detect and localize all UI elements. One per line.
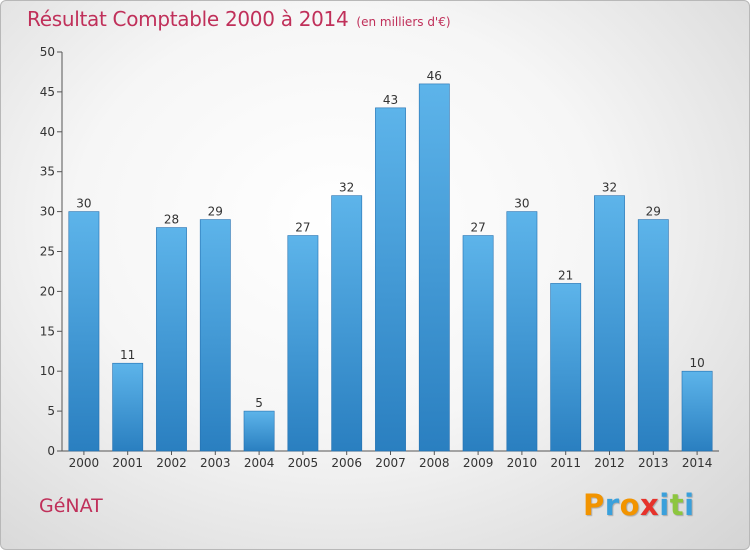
bar-2014[interactable] (681, 370, 713, 452)
bar-value-label: 46 (427, 69, 442, 83)
bar-value-label: 43 (383, 93, 398, 107)
x-tick-label: 2009 (463, 456, 494, 470)
y-tick-label: 25 (40, 245, 55, 259)
proxiti-logo[interactable]: Proxiti (583, 488, 695, 522)
bar-value-label: 27 (295, 221, 310, 235)
bar-2005[interactable] (287, 235, 319, 452)
logo-letter: r (604, 488, 620, 522)
bar-2006[interactable] (331, 195, 363, 452)
logo-letter: o (619, 488, 641, 522)
y-tick-label: 15 (40, 324, 55, 338)
x-tick-label: 2004 (244, 456, 275, 470)
y-tick-label: 20 (40, 284, 55, 298)
y-tick-label: 5 (47, 404, 55, 418)
bar-value-label: 32 (602, 181, 617, 195)
x-tick-label: 2007 (375, 456, 406, 470)
bar-value-label: 10 (689, 356, 704, 370)
x-tick-label: 2010 (507, 456, 538, 470)
bar-2004[interactable] (243, 410, 275, 452)
y-tick-label: 40 (40, 125, 55, 139)
x-tick-label: 2002 (156, 456, 187, 470)
x-tick-label: 2000 (69, 456, 100, 470)
chart-title: Résultat Comptable 2000 à 2014 (en millie… (27, 7, 451, 31)
bar-value-label: 21 (558, 268, 573, 282)
x-tick-label: 2012 (594, 456, 625, 470)
y-tick-label: 10 (40, 364, 55, 378)
bar-2009[interactable] (462, 235, 494, 452)
bar-2008[interactable] (418, 83, 450, 452)
x-tick-label: 2013 (638, 456, 669, 470)
bar-2010[interactable] (506, 211, 538, 452)
logo-letter: i (659, 488, 670, 522)
bars (68, 83, 713, 452)
y-tick-label: 45 (40, 85, 55, 99)
x-tick-label: 2003 (200, 456, 231, 470)
bar-2011[interactable] (550, 283, 582, 452)
bar-2003[interactable] (199, 219, 231, 452)
bar-2013[interactable] (637, 219, 669, 452)
y-tick-label: 30 (40, 205, 55, 219)
chart-title-text: Résultat Comptable 2000 à 2014 (27, 7, 349, 31)
bar-2001[interactable] (112, 362, 144, 452)
x-tick-label: 2005 (288, 456, 319, 470)
bar-2007[interactable] (375, 107, 406, 452)
bar-2000[interactable] (68, 211, 100, 452)
x-tick-label: 2011 (550, 456, 581, 470)
y-tick-label: 0 (47, 444, 55, 458)
logo-letter: P (583, 488, 605, 522)
location-label: GéNAT (39, 495, 103, 517)
x-tick-label: 2006 (331, 456, 362, 470)
x-tick-label: 2014 (682, 456, 713, 470)
x-tick-label: 2001 (112, 456, 143, 470)
logo-letter: i (684, 488, 695, 522)
axes: 0 5 10 15 20 25 30 35 40 45 50 2000 2001 2002 2003 2004… (40, 45, 719, 470)
logo-letter: x (640, 488, 660, 522)
y-tick-label: 35 (40, 165, 55, 179)
bar-value-label: 27 (470, 221, 485, 235)
bar-value-label: 30 (76, 197, 91, 211)
chart-subtitle: (en milliers d'€) (356, 15, 451, 29)
bar-value-label: 30 (514, 197, 529, 211)
bar-2012[interactable] (594, 195, 625, 452)
bar-labels: 30 11 28 29 5 27 32 43 46 27 30 21 32 29 10 (76, 69, 704, 410)
bar-value-label: 11 (120, 348, 135, 362)
bar-value-label: 28 (164, 213, 179, 227)
bar-value-label: 5 (255, 396, 263, 410)
bar-2002[interactable] (156, 227, 187, 452)
bar-value-label: 29 (646, 205, 661, 219)
bar-value-label: 32 (339, 181, 354, 195)
logo-letter: t (669, 488, 685, 522)
y-tick-label: 50 (40, 45, 55, 59)
bar-value-label: 29 (208, 205, 223, 219)
x-tick-label: 2008 (419, 456, 450, 470)
